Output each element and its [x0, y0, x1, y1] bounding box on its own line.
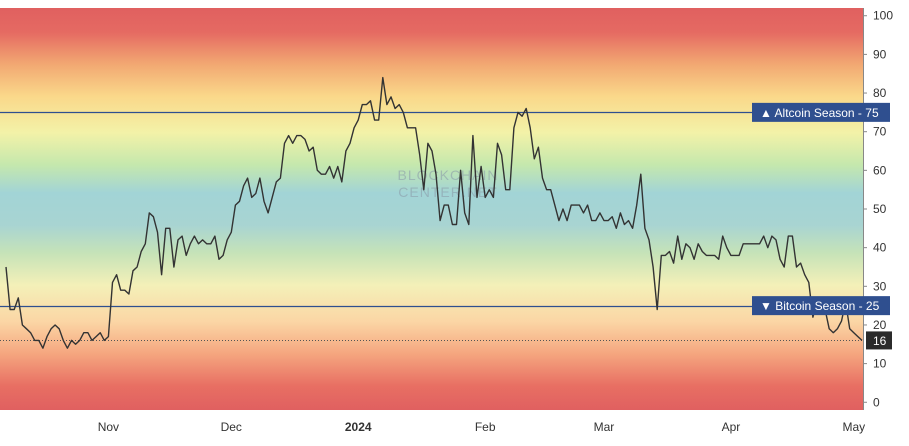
reference-badge-label: ▼ Bitcoin Season - 25: [760, 299, 880, 313]
y-axis-ticks: 0 10 20 30 40 50 60 70 80 90 100: [863, 9, 893, 409]
y-tick-label: 40: [873, 241, 887, 255]
reference-lines: [0, 111, 863, 341]
reference-badge-label: ▲ Altcoin Season - 75: [760, 106, 879, 120]
y-tick-label: 70: [873, 125, 887, 139]
x-tick-label: Mar: [594, 420, 615, 434]
y-tick-label: 50: [873, 202, 887, 216]
y-tick-label: 20: [873, 318, 887, 332]
y-tick-label: 90: [873, 47, 887, 61]
x-tick-label: 2024: [345, 420, 372, 434]
x-axis-ticks: NovDec2024FebMarAprMayJun: [98, 420, 865, 434]
y-tick-label: 0: [873, 395, 880, 409]
x-tick-label: Apr: [722, 420, 741, 434]
current-value-badge-bg: [866, 331, 892, 350]
series-line-0: [5, 76, 863, 349]
x-tick-label: Dec: [221, 420, 242, 434]
x-tick-label: Nov: [98, 420, 119, 434]
watermark-line-2: CENTER.NET: [398, 184, 497, 200]
y-tick-label: 100: [873, 9, 893, 23]
x-tick-label: Feb: [475, 420, 496, 434]
reference-badge-bg: [752, 296, 890, 316]
current-value-badge-label: 16: [873, 334, 887, 348]
y-tick-label: 80: [873, 86, 887, 100]
reference-badges: ▲ Altcoin Season - 75 ▼ Bitcoin Season - …: [752, 102, 892, 350]
y-tick-label: 30: [873, 279, 887, 293]
x-tick-label: May: [842, 420, 865, 434]
series-lines: [5, 76, 863, 349]
y-tick-label: 10: [873, 357, 887, 371]
reference-badge-bg: [752, 102, 890, 122]
plot-background: [0, 8, 863, 410]
y-tick-label: 60: [873, 163, 887, 177]
